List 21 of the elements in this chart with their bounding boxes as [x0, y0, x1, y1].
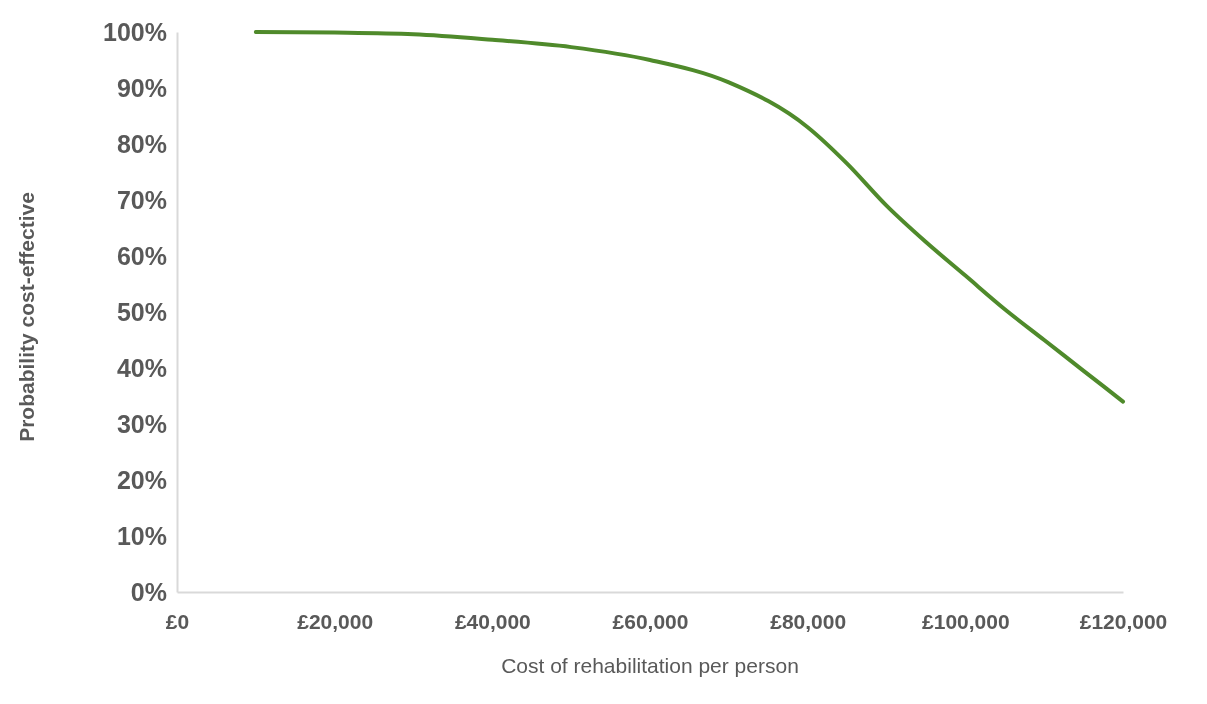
y-tick-label: 100% [103, 17, 167, 46]
y-tick-label: 0% [130, 577, 167, 606]
line-series [253, 30, 1125, 404]
y-tick-label: 50% [116, 297, 167, 326]
x-tick-label: £40,000 [454, 609, 531, 633]
x-tick-label: £100,000 [922, 609, 1010, 633]
x-tick-label: £0 [165, 609, 190, 633]
y-tick-label: 70% [116, 185, 167, 214]
x-tick-label: £80,000 [770, 609, 847, 633]
y-tick-label: 60% [116, 241, 167, 270]
x-axis-title: Cost of rehabilitation per person [501, 654, 799, 677]
y-tick-label: 30% [116, 409, 167, 438]
y-tick-label: 20% [116, 465, 167, 494]
x-tick-label: £20,000 [297, 609, 374, 633]
y-tick-label: 90% [116, 73, 167, 102]
y-axis-title: Probability cost-effective [15, 192, 38, 442]
y-tick-label: 40% [116, 353, 167, 382]
x-tick-label: £60,000 [612, 609, 689, 633]
y-tick-label: 10% [116, 521, 167, 550]
y-tick-label: 80% [116, 129, 167, 158]
x-tick-label: £120,000 [1079, 609, 1168, 633]
